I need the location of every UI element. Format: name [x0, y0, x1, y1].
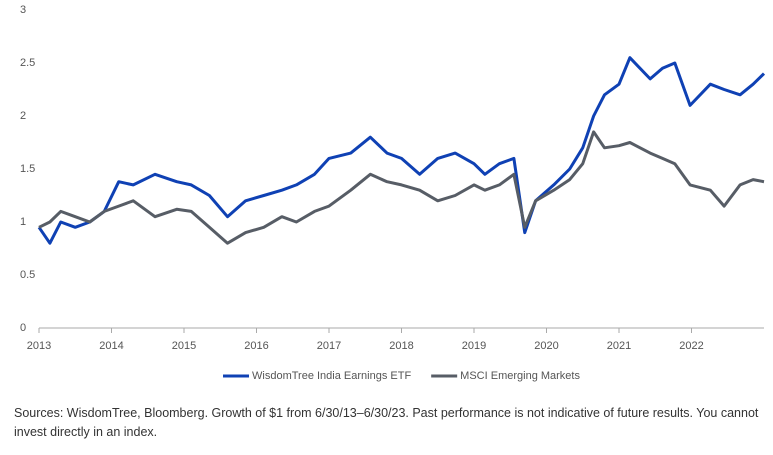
x-tick-label: 2016	[244, 340, 268, 352]
x-tick-label: 2020	[534, 340, 558, 352]
chart: 0 0.5 1 1.5 2 2.5 3 2013 2014 2015 2016 2017 2018 201…	[20, 4, 766, 382]
x-tick-label: 2015	[172, 340, 196, 352]
series-line	[38, 130, 765, 245]
y-tick-label: 1.5	[20, 163, 35, 175]
series-line	[37, 56, 766, 245]
x-tick-label: 2013	[27, 340, 51, 352]
y-tick-label: 2	[20, 110, 26, 122]
x-tick-label: 2014	[99, 340, 123, 352]
x-tick-label: 2021	[607, 340, 631, 352]
x-tick-label: 2019	[462, 340, 486, 352]
x-tick-label: 2022	[679, 340, 703, 352]
legend-label: MSCI Emerging Markets	[460, 370, 580, 382]
x-tick-label: 2017	[317, 340, 341, 352]
legend-label: WisdomTree India Earnings ETF	[252, 370, 411, 382]
y-tick-label: 0	[20, 322, 26, 334]
y-tick-label: 0.5	[20, 269, 35, 281]
y-tick-label: 3	[20, 4, 26, 16]
y-tick-label: 1	[20, 216, 26, 228]
x-tick-label: 2018	[389, 340, 413, 352]
footnote: Sources: WisdomTree, Bloomberg. Growth o…	[14, 406, 759, 439]
y-tick-label: 2.5	[20, 57, 35, 69]
